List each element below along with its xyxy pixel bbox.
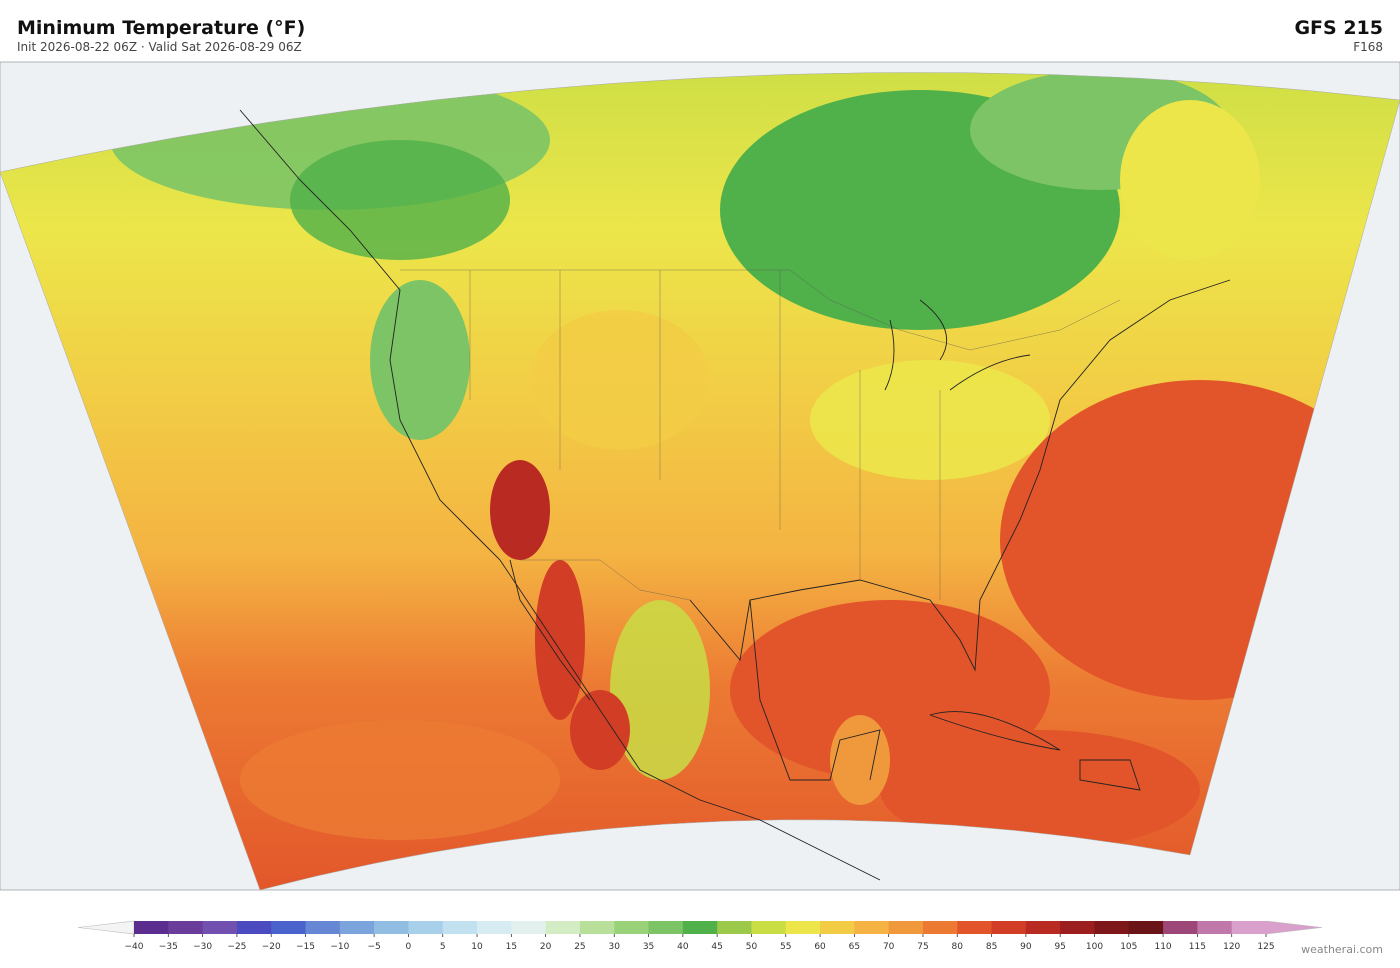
colorbar-swatch — [1025, 921, 1061, 934]
colorbar-swatch — [271, 921, 306, 934]
colorbar-tick-label: 70 — [883, 942, 895, 952]
colorbar-swatch — [888, 921, 924, 934]
colorbar-tick-label: 115 — [1189, 942, 1206, 952]
colorbar-swatch — [134, 921, 169, 934]
colorbar-tick-label: 10 — [471, 942, 483, 952]
colorbar-tick-label: 55 — [780, 942, 791, 952]
model-label: GFS 215 — [1294, 17, 1383, 39]
coastlines — [239, 109, 1231, 881]
colorbar-swatch — [511, 921, 547, 934]
colorbar-swatch — [339, 921, 375, 934]
borders — [400, 269, 1121, 601]
colorbar-swatch — [442, 921, 478, 934]
colorbar-under — [77, 920, 135, 935]
colorbar-tick-label: 110 — [1154, 942, 1171, 952]
map — [0, 61, 1400, 891]
colorbar-tick-label: −30 — [193, 942, 212, 952]
colorbar-swatch — [1060, 921, 1095, 934]
colorbar-tick-label: 50 — [746, 942, 758, 952]
colorbar-tick-label: −20 — [262, 942, 281, 952]
colorbar-swatch — [854, 921, 890, 934]
colorbar-tick-label: 15 — [506, 942, 517, 952]
colorbar-tick-label: 20 — [540, 942, 552, 952]
colorbar-tick-label: 80 — [952, 942, 964, 952]
colorbar-tick-label: 100 — [1086, 942, 1103, 952]
colorbar: −40 −35 −30 −25 −20 −15 −10 −5 0 5 10 15 20 25 30 35 40 4… — [77, 920, 1323, 952]
colorbar-tick-label: 5 — [440, 942, 446, 952]
colorbar-swatch — [305, 921, 341, 934]
colorbar-swatch — [648, 921, 684, 934]
colorbar-swatch — [785, 921, 821, 934]
colorbar-tick-label: 75 — [917, 942, 928, 952]
colorbar-tick-label: 120 — [1223, 942, 1240, 952]
colorbar-tick-label: 60 — [814, 942, 826, 952]
colorbar-swatch — [922, 921, 958, 934]
colorbar-tick-label: 125 — [1257, 942, 1274, 952]
temperature-field — [0, 72, 1400, 890]
colorbar-swatch — [545, 921, 581, 934]
colorbar-tick-label: 85 — [986, 942, 997, 952]
credit: weatherai.com — [1301, 943, 1383, 956]
colorbar-tick-label: 105 — [1120, 942, 1137, 952]
colorbar-swatch — [579, 921, 615, 934]
colorbar-tick-label: −10 — [330, 942, 349, 952]
colorbar-swatch — [1163, 921, 1198, 934]
colorbar-tick-label: 90 — [1020, 942, 1032, 952]
colorbar-swatch — [820, 921, 855, 934]
colorbar-tick-label: 95 — [1054, 942, 1065, 952]
colorbar-over — [1265, 920, 1323, 935]
colorbar-tick-label: −35 — [159, 942, 178, 952]
colorbar-swatch — [991, 921, 1027, 934]
forecast-hour: F168 — [1353, 40, 1383, 54]
colorbar-tick-label: −15 — [296, 942, 315, 952]
colorbar-swatch — [408, 921, 444, 934]
colorbar-tick-label: 0 — [406, 942, 412, 952]
colorbar-tick-label: 35 — [643, 942, 654, 952]
colorbar-swatch — [202, 921, 238, 934]
colorbar-tick-label: 40 — [677, 942, 689, 952]
colorbar-tick-label: 25 — [574, 942, 585, 952]
colorbar-swatch — [1231, 921, 1267, 934]
colorbar-tick-label: 45 — [711, 942, 722, 952]
colorbar-swatch — [236, 921, 272, 934]
colorbar-swatch — [957, 921, 992, 934]
colorbar-tick-label: −25 — [227, 942, 246, 952]
colorbar-swatch — [374, 921, 409, 934]
colorbar-tick-label: 30 — [609, 942, 621, 952]
colorbar-tick-label: −5 — [367, 942, 380, 952]
colorbar-swatch — [477, 921, 512, 934]
colorbar-swatch — [614, 921, 649, 934]
title: Minimum Temperature (°F) — [17, 17, 305, 39]
colorbar-swatch — [1094, 921, 1130, 934]
colorbar-swatch — [1128, 921, 1164, 934]
subtitle: Init 2026-08-22 06Z · Valid Sat 2026-08-… — [17, 40, 302, 54]
colorbar-tick-label: −40 — [125, 942, 144, 952]
colorbar-swatch — [682, 921, 718, 934]
colorbar-swatch — [168, 921, 204, 934]
colorbar-swatch — [1197, 921, 1233, 934]
colorbar-swatch — [717, 921, 752, 934]
colorbar-swatch — [751, 921, 787, 934]
colorbar-tick-label: 65 — [849, 942, 860, 952]
